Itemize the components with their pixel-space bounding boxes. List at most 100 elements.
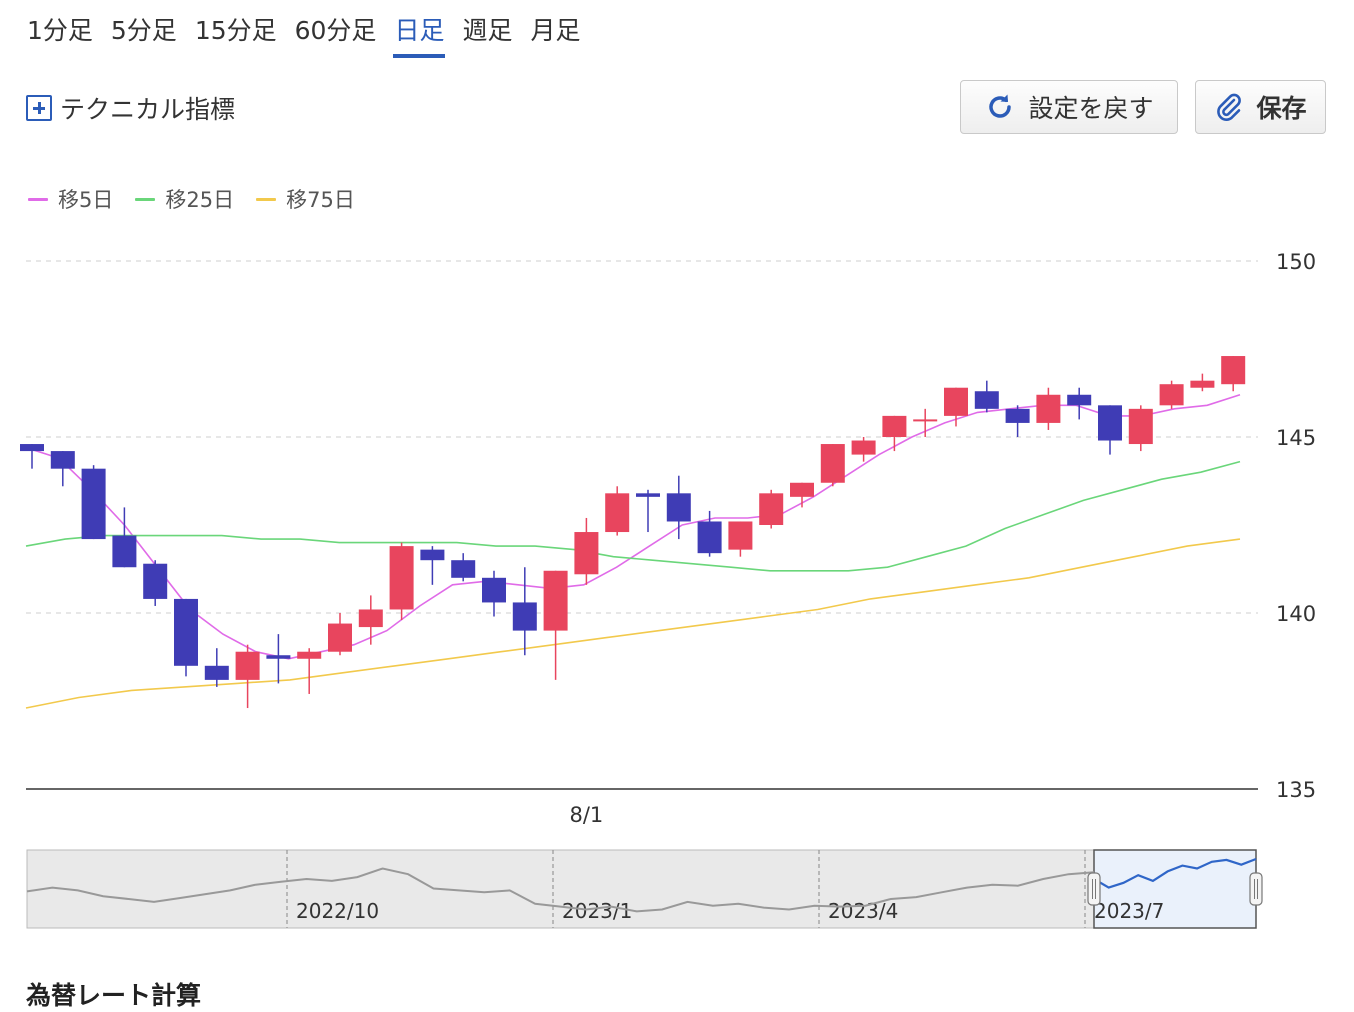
candle: [112, 507, 137, 568]
candle-body: [81, 468, 106, 540]
ma-line-1: [25, 460, 1241, 572]
candle-body: [451, 560, 476, 578]
ma-line-2: [25, 538, 1241, 709]
candle: [636, 489, 660, 533]
handle-body[interactable]: [1087, 872, 1101, 906]
legend-item-1[interactable]: 移25日: [135, 184, 234, 214]
refresh-icon: [989, 94, 1012, 118]
candle: [143, 560, 168, 606]
save-button[interactable]: 保存: [1195, 80, 1326, 134]
candle-body: [944, 387, 968, 416]
legend-item-0[interactable]: 移5日: [28, 184, 113, 214]
legend-label: 移5日: [58, 188, 114, 212]
candle-body: [297, 651, 322, 659]
moving-average-legend: 移5日 移25日 移75日: [28, 184, 355, 214]
candle-body: [358, 609, 383, 628]
legend-swatch: [28, 197, 48, 201]
candle: [1221, 356, 1246, 392]
candle-body: [882, 415, 907, 437]
candle-body: [1036, 394, 1061, 423]
candle: [1128, 405, 1153, 452]
candle-body: [851, 440, 876, 455]
candle-body: [820, 444, 845, 483]
candle-body: [666, 493, 691, 522]
tab-6[interactable]: 月足: [530, 16, 581, 45]
candle: [389, 542, 414, 621]
candle: [790, 482, 814, 508]
navigator-label: 2022/10: [296, 899, 379, 923]
timeframe-tabs: 1分足 5分足 15分足 60分足 日足 週足 月足: [26, 16, 581, 58]
y-tick-label: 135: [1276, 778, 1316, 802]
candle: [882, 415, 907, 452]
range-navigator[interactable]: 2022/10 2023/1 2023/4 2023/7: [0, 840, 1354, 940]
candle-body: [1159, 384, 1184, 406]
plus-icon: [26, 95, 52, 121]
candle-body: [143, 563, 168, 599]
candle-body: [204, 665, 229, 680]
candle: [420, 546, 445, 585]
tab-4[interactable]: 日足: [393, 16, 446, 58]
reset-settings-label: 設定を戻す: [1028, 94, 1154, 123]
candle-body: [482, 577, 506, 603]
candle-body: [174, 598, 198, 666]
candlestick-chart: 150 145 140 135 8/1: [20, 250, 1316, 827]
candle-body: [697, 521, 722, 554]
exchange-rate-calculator-title: 為替レート計算: [26, 981, 202, 1010]
navigator-line: [26, 867, 1095, 913]
candle: [574, 517, 599, 585]
candle-body: [50, 451, 75, 469]
candle: [512, 567, 537, 656]
save-label: 保存: [1256, 94, 1307, 123]
candle-body: [790, 482, 814, 497]
tab-2[interactable]: 15分足: [194, 16, 277, 45]
navigator-label: 2023/1: [562, 899, 632, 923]
technical-indicator-button[interactable]: テクニカル指標: [26, 90, 235, 126]
candle: [204, 648, 229, 687]
candle: [81, 465, 106, 540]
candle-body: [1128, 408, 1153, 445]
candle: [1098, 405, 1122, 455]
candle: [174, 598, 198, 677]
candle-body: [20, 444, 44, 452]
candle: [328, 613, 352, 656]
candle: [605, 486, 630, 536]
candle-body: [974, 391, 999, 409]
candle-body: [605, 493, 630, 533]
navigator-selected-line: [1093, 857, 1257, 889]
tab-3[interactable]: 60分足: [294, 16, 377, 45]
candle: [1067, 387, 1092, 420]
candle: [50, 451, 75, 487]
candle-body: [512, 602, 537, 631]
tab-0[interactable]: 1分足: [27, 16, 93, 45]
candle-body: [112, 535, 137, 568]
candle: [697, 510, 722, 557]
candle: [1036, 387, 1061, 430]
candle: [297, 648, 322, 694]
navigator-selection[interactable]: [1093, 849, 1257, 929]
x-tick-label: 8/1: [570, 803, 604, 827]
navigator-right-handle[interactable]: [1249, 872, 1263, 906]
y-tick-label: 140: [1276, 602, 1316, 626]
tab-1[interactable]: 5分足: [110, 16, 177, 45]
candle: [266, 634, 291, 684]
candle: [728, 521, 753, 557]
reset-settings-button[interactable]: 設定を戻す: [960, 80, 1178, 134]
candle-body: [328, 623, 352, 652]
navigator-label: 2023/4: [828, 899, 898, 923]
navigator-left-handle[interactable]: [1087, 872, 1101, 906]
legend-item-2[interactable]: 移75日: [256, 184, 355, 214]
candle: [20, 444, 44, 469]
tab-5[interactable]: 週足: [462, 16, 513, 45]
technical-indicator-label: テクニカル指標: [60, 95, 236, 124]
candle: [944, 387, 968, 427]
candle-body: [1221, 356, 1246, 385]
legend-swatch: [135, 197, 156, 201]
candle: [1190, 373, 1215, 392]
handle-body[interactable]: [1249, 872, 1263, 906]
legend-swatch: [256, 197, 277, 201]
legend-label: 移75日: [286, 188, 355, 212]
candle: [1005, 405, 1030, 437]
candle-body: [389, 546, 414, 610]
candle: [666, 475, 691, 540]
candle: [759, 489, 784, 529]
